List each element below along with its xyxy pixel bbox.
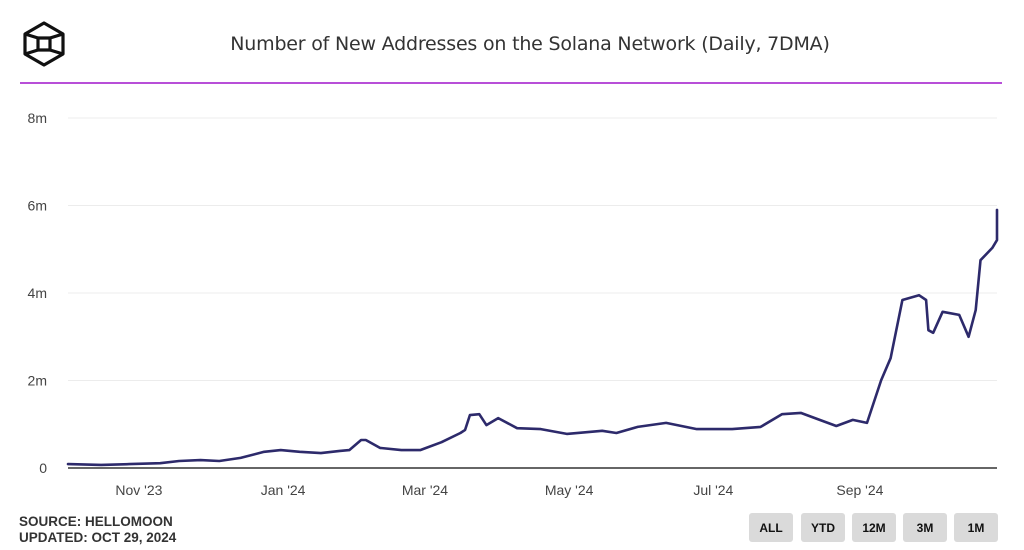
x-tick-label: May '24: [545, 482, 594, 498]
updated-label: UPDATED: OCT 29, 2024: [19, 530, 177, 545]
chart-title: Number of New Addresses on the Solana Ne…: [230, 33, 830, 55]
range-button-12m[interactable]: 12M: [852, 513, 896, 542]
x-tick-label: Jul '24: [693, 482, 733, 498]
x-tick-label: Mar '24: [402, 482, 448, 498]
series-line-new-addresses: [66, 208, 999, 467]
gridlines: [68, 117, 997, 381]
title-divider: [20, 82, 1002, 84]
cube-logo-icon: [23, 21, 65, 67]
y-tick-label: 4m: [28, 285, 47, 301]
y-tick-label: 2m: [28, 373, 47, 389]
range-button-3m[interactable]: 3M: [903, 513, 947, 542]
range-button-all[interactable]: ALL: [749, 513, 793, 542]
x-tick-label: Sep '24: [836, 482, 883, 498]
x-tick-label: Nov '23: [115, 482, 162, 498]
range-button-ytd[interactable]: YTD: [801, 513, 845, 542]
y-axis-tick-labels: 0 2m 4m 6m 8m: [28, 110, 48, 476]
line-chart: 0 2m 4m 6m 8m Nov '23 Jan '24 Mar '24 May '24 Ju…: [28, 110, 999, 498]
y-tick-label: 6m: [28, 198, 47, 214]
chart-footer: SOURCE: HELLOMOON UPDATED: OCT 29, 2024: [19, 514, 176, 546]
y-tick-label: 0: [39, 460, 47, 476]
x-axis-tick-labels: Nov '23 Jan '24 Mar '24 May '24 Jul '24 Sep '…: [115, 482, 883, 498]
range-button-1m[interactable]: 1M: [954, 513, 998, 542]
x-tick-label: Jan '24: [261, 482, 306, 498]
source-label: SOURCE: HELLOMOON: [19, 514, 173, 529]
y-tick-label: 8m: [28, 110, 47, 126]
